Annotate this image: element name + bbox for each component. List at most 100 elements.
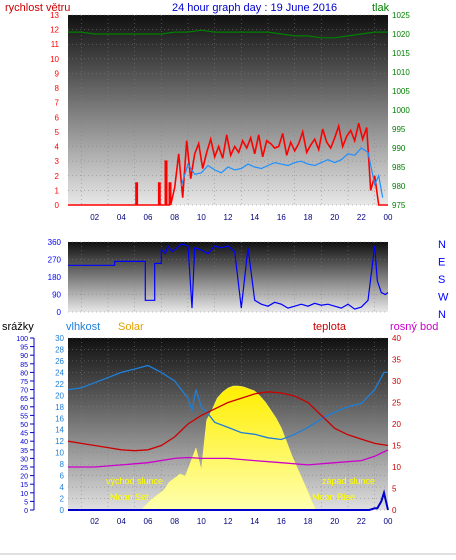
pressure-tick-label: 995 — [392, 125, 406, 134]
x-tick-label: 06 — [144, 213, 153, 222]
series-wind_gust — [68, 123, 388, 206]
x-tick-label: 22 — [357, 517, 366, 526]
x-tick-label: 00 — [384, 213, 393, 222]
humidity-axis-title: vlhkost — [66, 321, 100, 333]
temperature-tick-label: 40 — [392, 334, 401, 343]
direction-degree-axis: 0 90 180 270 360 — [48, 238, 62, 317]
x-tick-label: 06 — [144, 517, 153, 526]
pressure-tick-label: 990 — [392, 144, 406, 153]
direction-tick-label: 180 — [48, 273, 62, 282]
x-axis-humidity: 02 04 06 08 10 12 14 16 18 20 22 00 — [90, 517, 393, 526]
plot-area-wind — [68, 15, 388, 205]
rain-tick-label: 95 — [20, 345, 28, 352]
rain-tick-label: 15 — [20, 482, 28, 489]
direction-tick-label: 360 — [48, 238, 62, 247]
wind-speed-tick-label: 13 — [50, 11, 59, 20]
wind-speed-tick-label: 0 — [55, 201, 60, 210]
humidity-tick-label: 14 — [55, 426, 64, 435]
humidity-tick-label: 12 — [55, 437, 64, 446]
direction-tick-label: 270 — [48, 256, 62, 265]
humidity-tick-label: 6 — [60, 472, 65, 481]
wind-speed-tick-label: 12 — [50, 26, 59, 35]
pressure-tick-label: 985 — [392, 163, 406, 172]
series-rain — [68, 489, 389, 511]
wind-speed-tick-label: 11 — [51, 40, 60, 49]
humidity-tick-label: 8 — [60, 460, 65, 469]
x-tick-label: 16 — [277, 517, 286, 526]
humidity-tick-label: 22 — [55, 380, 64, 389]
x-tick-label: 10 — [197, 213, 206, 222]
rain-axis-title: srážky — [2, 321, 34, 333]
series-solar — [140, 385, 317, 511]
series-pressure — [68, 29, 388, 39]
temperature-tick-label: 5 — [392, 485, 397, 494]
humidity-tick-label: 30 — [55, 334, 64, 343]
rain-tick-label: 65 — [20, 396, 28, 403]
grid-wind — [68, 14, 388, 206]
x-tick-label: 02 — [90, 517, 99, 526]
compass-label: E — [438, 257, 445, 269]
dewpoint-axis-title: rosný bod — [390, 321, 438, 333]
wind-speed-tick-label: 5 — [55, 128, 60, 137]
compass-label: S — [438, 274, 445, 286]
humidity-tick-label: 2 — [60, 495, 65, 504]
wind-speed-tick-label: 3 — [55, 157, 60, 166]
wind-speed-tick-label: 9 — [55, 69, 60, 78]
rain-tick-label: 55 — [20, 413, 28, 420]
pressure-tick-label: 975 — [392, 201, 406, 210]
wind-speed-axis-title: rychlost větru — [5, 2, 70, 14]
rain-tick-label: 30 — [20, 456, 28, 463]
pressure-axis-title: tlak — [372, 2, 390, 14]
rain-tick-label: 40 — [20, 439, 28, 446]
rain-tick-label: 10 — [20, 491, 28, 498]
humidity-tick-label: 20 — [55, 391, 64, 400]
direction-tick-label: 90 — [52, 291, 61, 300]
rain-tick-label: 90 — [20, 353, 28, 360]
humidity-tick-label: 26 — [55, 357, 64, 366]
pressure-tick-label: 980 — [392, 182, 406, 191]
solar-axis-title: Solar — [118, 321, 144, 333]
humidity-tick-label: 18 — [55, 403, 64, 412]
wind-speed-tick-label: 10 — [50, 55, 59, 64]
temperature-tick-label: 10 — [392, 463, 401, 472]
pressure-tick-label: 1020 — [392, 30, 410, 39]
humidity-tick-label: 28 — [55, 345, 64, 354]
wind-speed-tick-label: 8 — [55, 84, 60, 93]
rain-tick-label: 60 — [20, 405, 28, 412]
rain-tick-label: 0 — [24, 508, 28, 515]
rain-tick-label: 85 — [20, 362, 28, 369]
grid-direction — [68, 241, 388, 313]
series-direction — [68, 243, 389, 310]
series-dewpoint — [68, 449, 389, 468]
pressure-tick-label: 1025 — [392, 11, 410, 20]
wind-speed-tick-label: 6 — [55, 113, 60, 122]
series-direction — [68, 243, 389, 310]
temperature-axis-title: teplota — [313, 321, 347, 333]
rain-tick-label: 5 — [24, 499, 28, 506]
rain-tick-label: 75 — [20, 379, 28, 386]
sunrise-annotation: východ slunce — [106, 476, 163, 486]
pressure-tick-label: 1010 — [392, 68, 410, 77]
x-tick-label: 20 — [330, 213, 339, 222]
chart-title: 24 hour graph day : 19 June 2016 — [172, 2, 337, 14]
x-tick-label: 18 — [304, 213, 313, 222]
rain-tick-label: 45 — [20, 431, 28, 438]
wind-speed-tick-label: 1 — [55, 186, 60, 195]
x-tick-label: 08 — [170, 517, 179, 526]
temperature-tick-label: 0 — [392, 506, 397, 515]
x-tick-label: 04 — [117, 517, 126, 526]
x-tick-label: 22 — [357, 213, 366, 222]
x-tick-label: 04 — [117, 213, 126, 222]
x-tick-label: 14 — [250, 213, 259, 222]
rain-tick-label: 70 — [20, 388, 28, 395]
wind-speed-tick-label: 7 — [55, 99, 60, 108]
x-tick-label: 20 — [330, 517, 339, 526]
pressure-tick-label: 1000 — [392, 106, 410, 115]
sunset-annotation: západ slunce — [322, 476, 375, 486]
humidity-tick-label: 4 — [60, 483, 65, 492]
